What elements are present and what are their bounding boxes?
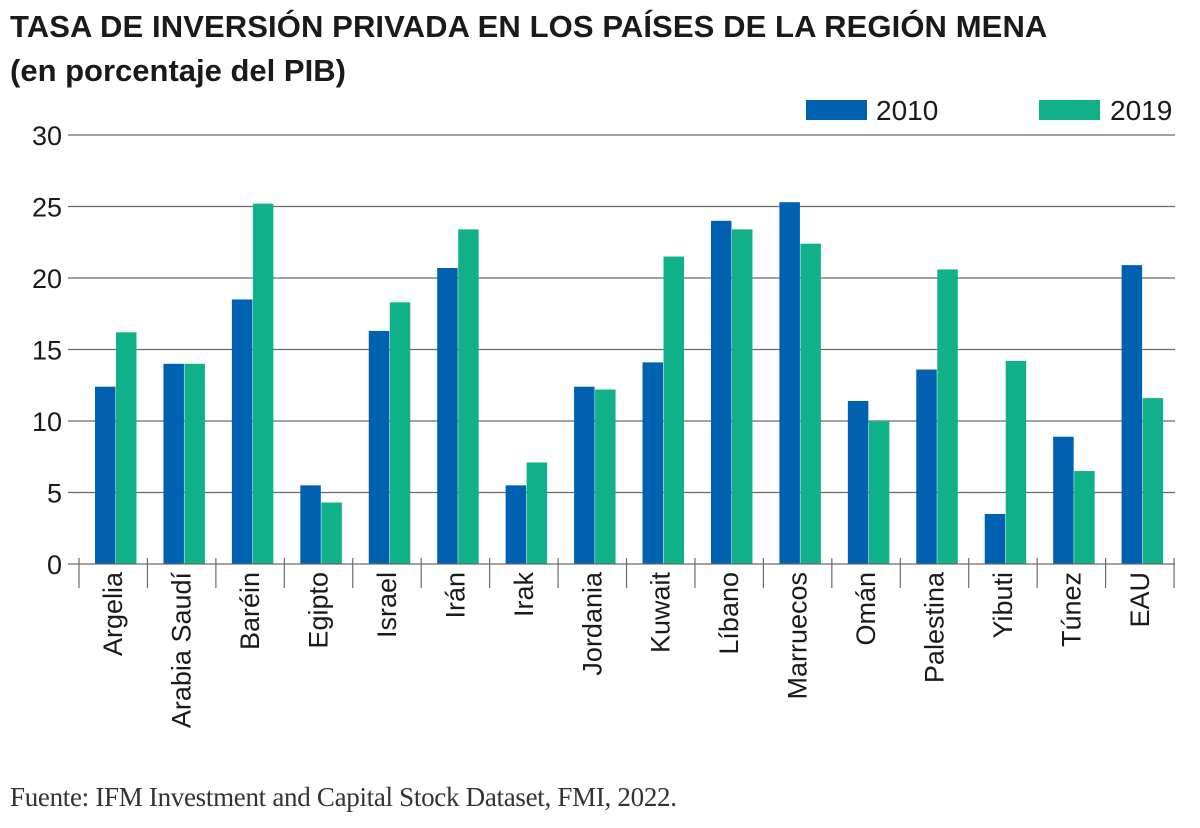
- bars: [95, 202, 1164, 565]
- bar-2010-baréin: [231, 299, 253, 564]
- x-tick-label: Israel: [372, 572, 402, 638]
- bar-2019-kuwait: [663, 256, 685, 564]
- x-tick-label: Irán: [440, 572, 470, 619]
- y-tick-label: 10: [32, 407, 62, 437]
- x-tick-label: Irak: [509, 572, 539, 618]
- bar-2010-eau: [1121, 265, 1143, 564]
- y-tick-label: 5: [47, 479, 62, 509]
- bar-2010-jordania: [574, 386, 595, 564]
- bar-2019-argelia: [116, 332, 137, 564]
- bar-2019-irán: [458, 229, 479, 564]
- bar-2010-irán: [437, 267, 458, 564]
- x-tick-label: Arabia Saudí: [167, 572, 197, 729]
- x-axis-labels: Argelia Arabia Saudí Baréin Egipto Israel Irá…: [98, 571, 1155, 728]
- bar-2010-yibuti: [984, 513, 1006, 564]
- bar-2010-irak: [505, 485, 527, 564]
- bar-2010-egipto: [300, 485, 321, 564]
- chart-title: TASA DE INVERSIÓN PRIVADA EN LOS PAÍSES …: [10, 9, 1048, 44]
- x-tick-label: Líbano: [714, 572, 744, 655]
- y-tick-label: 25: [32, 193, 62, 223]
- legend-label-2010: 2010: [876, 95, 938, 126]
- x-tick-label: Marruecos: [783, 572, 813, 700]
- y-axis-ticks: 0 5 10 15 20 25 30: [32, 121, 62, 580]
- x-tick-label: Egipto: [304, 572, 334, 649]
- x-tick-label: Argelia: [98, 571, 128, 656]
- x-tick-label: Palestina: [920, 571, 950, 683]
- x-tick-label: Jordania: [577, 571, 607, 676]
- bar-2019-eau: [1142, 398, 1164, 564]
- bar-2010-argelia: [95, 386, 116, 564]
- x-tick-label: Baréin: [235, 572, 265, 650]
- legend-label-2019: 2019: [1110, 95, 1172, 126]
- x-axis: [68, 558, 1175, 588]
- bar-2010-palestina: [916, 369, 937, 564]
- bar-2010-israel: [368, 330, 390, 564]
- legend-swatch-2010: [806, 100, 867, 120]
- bar-2019-omán: [868, 421, 890, 564]
- bar-2019-jordania: [595, 389, 616, 564]
- x-tick-label: Túnez: [1056, 572, 1086, 647]
- bar-2010-arabia-saudí: [163, 363, 184, 564]
- bar-2019-líbano: [731, 229, 753, 564]
- bar-2019-marruecos: [800, 243, 821, 564]
- bar-2019-arabia-saudí: [184, 363, 205, 564]
- bar-2019-baréin: [252, 203, 274, 564]
- bar-2019-palestina: [937, 269, 958, 564]
- source-note: Fuente: IFM Investment and Capital Stock…: [10, 782, 677, 812]
- bar-2019-egipto: [321, 502, 342, 564]
- x-tick-label: EAU: [1125, 572, 1155, 628]
- bar-2019-yibuti: [1005, 360, 1027, 564]
- x-tick-label: Yibuti: [988, 572, 1018, 639]
- y-tick-label: 0: [47, 550, 62, 580]
- bar-2019-irak: [526, 462, 548, 564]
- bar-2010-kuwait: [642, 362, 664, 564]
- bar-2019-israel: [389, 302, 411, 564]
- legend-swatch-2019: [1039, 100, 1100, 120]
- bar-2010-omán: [847, 400, 869, 564]
- bar-chart: 0 5 10 15 20 25 30 Argelia Arabia Saudí Baréin Eg…: [32, 95, 1175, 728]
- x-tick-label: Kuwait: [646, 572, 676, 654]
- bar-2010-líbano: [710, 220, 732, 565]
- bar-2010-marruecos: [779, 202, 800, 564]
- bar-2010-túnez: [1053, 436, 1074, 564]
- y-tick-label: 30: [32, 121, 62, 151]
- bar-2019-túnez: [1074, 471, 1095, 564]
- gridlines: [68, 134, 1175, 494]
- chart-subtitle: (en porcentaje del PIB): [10, 53, 346, 88]
- x-tick-label: Omán: [851, 572, 881, 646]
- y-tick-label: 15: [32, 336, 62, 366]
- legend: 2010 2019: [806, 95, 1172, 126]
- y-tick-label: 20: [32, 264, 62, 294]
